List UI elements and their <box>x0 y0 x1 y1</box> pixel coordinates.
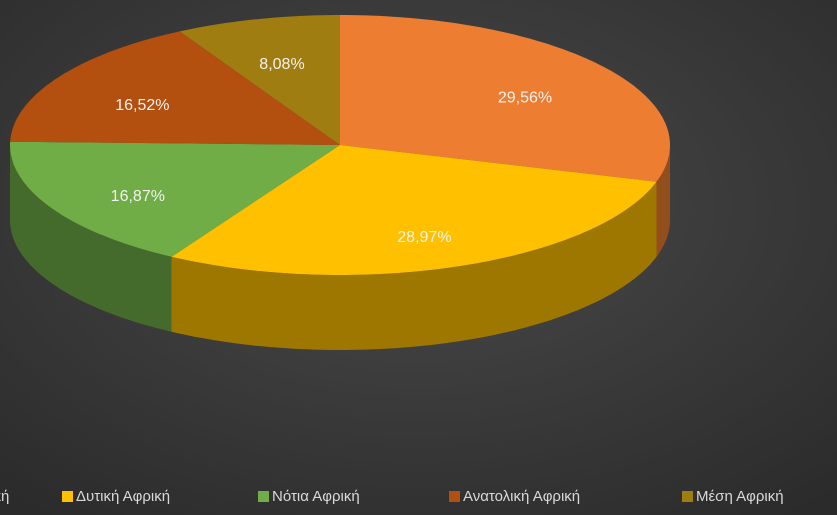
legend-swatch <box>62 491 73 502</box>
data-label: 29,56% <box>498 90 552 107</box>
pie-slice <box>179 15 340 145</box>
legend-swatch <box>258 491 269 502</box>
data-label: 16,87% <box>111 188 165 205</box>
legend-label: Δυτική Αφρική <box>76 488 170 505</box>
data-label: 28,97% <box>397 229 451 246</box>
pie-slice <box>340 15 670 182</box>
data-label: 16,52% <box>115 97 169 114</box>
legend-label: Νότια Αφρική <box>272 488 360 505</box>
pie-slice <box>171 145 657 275</box>
legend-label: Βόρεια Αφρική <box>0 488 9 505</box>
legend-swatch <box>449 491 460 502</box>
pie-slice-side <box>10 145 172 332</box>
legend-label: Ανατολική Αφρική <box>463 488 580 505</box>
pie-slice-side <box>656 145 670 257</box>
legend-label: Μέση Αφρική <box>696 488 784 505</box>
pie-slice-side <box>171 181 657 350</box>
pie-slice <box>10 141 340 257</box>
data-label: 8,08% <box>259 56 304 73</box>
pie-slice <box>10 31 340 145</box>
legend-swatch <box>682 491 693 502</box>
